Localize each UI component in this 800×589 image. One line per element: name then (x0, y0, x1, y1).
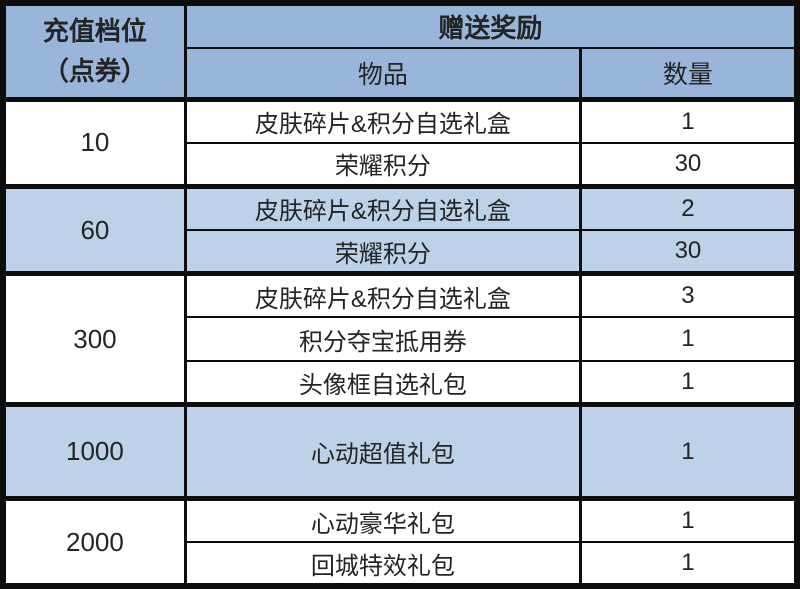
header-row-1: 充值档位 （点券） 赠送奖励 (1, 2, 799, 102)
table-row: 60 皮肤碎片&积分自选礼盒 2 (1, 183, 799, 275)
item-name: 心动超值礼包 (183, 402, 582, 500)
item-name: 荣耀积分 (183, 229, 582, 275)
item-name: 回城特效礼包 (183, 541, 582, 587)
item-qty: 2 (578, 183, 799, 232)
table-row: 荣耀积分 30 (3, 229, 799, 275)
tier-header-line1: 充值档位 (42, 15, 147, 46)
table-row: 回城特效礼包 1 (3, 541, 799, 587)
item-name: 荣耀积分 (183, 141, 582, 188)
header-row-2: 物品 数量 (3, 47, 799, 102)
item-name: 皮肤碎片&积分自选礼盒 (183, 271, 582, 319)
item-name: 头像框自选礼包 (183, 360, 582, 406)
table-row: 1000 心动超值礼包 1 (1, 402, 799, 500)
table-row: 300 皮肤碎片&积分自选礼盒 3 (1, 271, 799, 406)
item-qty: 1 (578, 316, 799, 363)
item-name: 皮肤碎片&积分自选礼盒 (183, 96, 582, 144)
item-qty: 1 (578, 360, 799, 406)
item-name: 积分夺宝抵用券 (183, 316, 582, 363)
table-row: 2000 心动豪华礼包 1 (1, 496, 799, 588)
tier-amount-60: 60 (1, 183, 187, 275)
tier-amount-300: 300 (1, 271, 187, 406)
tier-amount-1000: 1000 (1, 402, 187, 500)
table-row: 10 皮肤碎片&积分自选礼盒 1 (1, 96, 799, 188)
item-qty: 1 (578, 96, 799, 144)
item-qty: 1 (578, 402, 799, 500)
item-name: 皮肤碎片&积分自选礼盒 (183, 183, 582, 232)
rewards-column-header: 赠送奖励 (183, 2, 799, 49)
tier-header-line2: （点券） (42, 56, 147, 87)
table-row: 荣耀积分 30 (3, 141, 799, 188)
item-qty: 30 (578, 141, 799, 188)
tier-column-header: 充值档位 （点券） (1, 2, 187, 102)
item-qty: 1 (578, 496, 799, 544)
tier-amount-2000: 2000 (1, 496, 187, 588)
qty-column-header: 数量 (578, 47, 799, 102)
item-qty: 30 (578, 229, 799, 275)
table-row: 积分夺宝抵用券 1 (3, 316, 799, 363)
item-qty: 3 (578, 271, 799, 319)
item-qty: 1 (578, 541, 799, 587)
table-row: 头像框自选礼包 1 (3, 360, 799, 406)
item-column-header: 物品 (183, 47, 582, 102)
tier-amount-10: 10 (1, 96, 187, 188)
item-name: 心动豪华礼包 (183, 496, 582, 544)
